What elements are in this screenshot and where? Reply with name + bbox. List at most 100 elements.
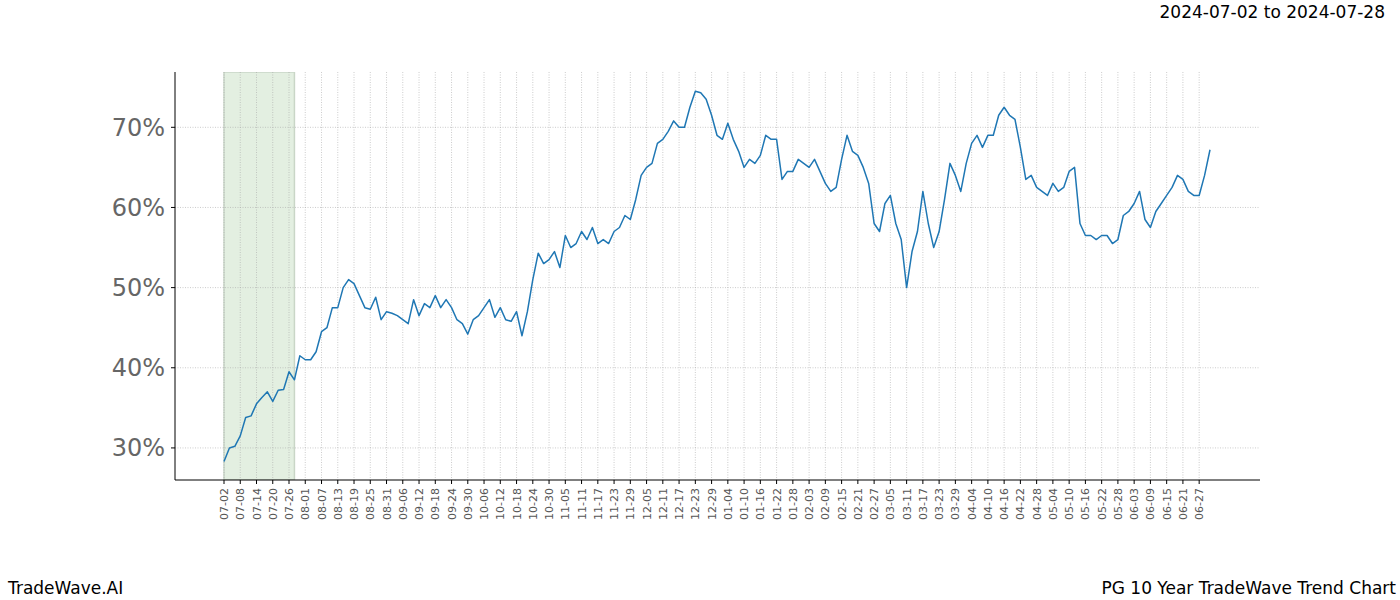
- x-tick-label: 10-30: [543, 488, 556, 520]
- x-tick: [939, 480, 940, 484]
- x-tick: [500, 480, 501, 484]
- x-tick: [1166, 480, 1167, 484]
- x-tick: [549, 480, 550, 484]
- x-tick: [354, 480, 355, 484]
- x-tick-label: 08-25: [364, 488, 377, 520]
- x-grid-line: [695, 72, 696, 480]
- x-grid-line: [1101, 72, 1102, 480]
- x-grid-line: [744, 72, 745, 480]
- x-tick-label: 08-01: [299, 488, 312, 520]
- x-tick: [467, 480, 468, 484]
- brand: TradeWave.AI: [7, 578, 123, 598]
- x-tick: [825, 480, 826, 484]
- x-grid-line: [289, 72, 290, 480]
- x-grid-line: [906, 72, 907, 480]
- x-grid-line: [971, 72, 972, 480]
- x-tick-label: 11-17: [592, 488, 605, 520]
- x-tick-label: 10-06: [478, 488, 491, 520]
- x-tick-label: 11-05: [559, 488, 572, 520]
- x-tick-label: 08-19: [348, 488, 361, 520]
- x-tick: [792, 480, 793, 484]
- x-tick: [906, 480, 907, 484]
- x-grid-line: [857, 72, 858, 480]
- y-axis: [175, 72, 176, 480]
- x-grid-line: [1166, 72, 1167, 480]
- x-grid-line: [354, 72, 355, 480]
- x-tick: [841, 480, 842, 484]
- x-tick: [679, 480, 680, 484]
- x-tick-label: 05-04: [1047, 488, 1060, 520]
- x-tick-label: 06-09: [1144, 488, 1157, 520]
- x-grid-line: [500, 72, 501, 480]
- x-tick-label: 06-21: [1177, 488, 1190, 520]
- x-grid-line: [679, 72, 680, 480]
- x-grid-line: [419, 72, 420, 480]
- x-tick: [1199, 480, 1200, 484]
- date-range: 2024-07-02 to 2024-07-28: [1160, 2, 1385, 22]
- x-tick: [760, 480, 761, 484]
- x-tick-label: 01-10: [738, 488, 751, 520]
- y-tick: [171, 207, 175, 208]
- x-grid-line: [646, 72, 647, 480]
- x-grid-line: [922, 72, 923, 480]
- x-tick: [289, 480, 290, 484]
- x-tick: [370, 480, 371, 484]
- x-tick-label: 03-11: [901, 488, 914, 520]
- x-tick: [776, 480, 777, 484]
- x-grid-line: [841, 72, 842, 480]
- x-tick: [321, 480, 322, 484]
- y-tick-label: 60%: [112, 194, 165, 222]
- y-tick-label: 70%: [112, 114, 165, 142]
- x-tick-label: 04-16: [998, 488, 1011, 520]
- x-grid-line: [760, 72, 761, 480]
- y-tick: [171, 287, 175, 288]
- x-tick: [857, 480, 858, 484]
- trend-line: [224, 91, 1210, 461]
- x-tick-label: 09-30: [462, 488, 475, 520]
- x-grid-line: [451, 72, 452, 480]
- x-tick: [971, 480, 972, 484]
- title: PG 10 Year TradeWave Trend Chart: [1101, 578, 1396, 598]
- x-grid-line: [386, 72, 387, 480]
- background: [0, 0, 1400, 600]
- x-tick-label: 11-11: [576, 488, 589, 520]
- x-tick: [1182, 480, 1183, 484]
- x-tick-label: 02-27: [868, 488, 881, 520]
- x-grid-line: [1085, 72, 1086, 480]
- x-tick-label: 02-15: [836, 488, 849, 520]
- x-tick: [484, 480, 485, 484]
- x-tick: [581, 480, 582, 484]
- x-grid-line: [240, 72, 241, 480]
- highlight-band: [224, 72, 294, 480]
- x-tick-label: 06-03: [1128, 488, 1141, 520]
- x-tick: [744, 480, 745, 484]
- x-tick-label: 09-24: [446, 488, 459, 520]
- x-tick-label: 02-03: [803, 488, 816, 520]
- x-grid-line: [256, 72, 257, 480]
- x-tick: [451, 480, 452, 484]
- y-grid-line: [175, 367, 1260, 368]
- x-grid-line: [874, 72, 875, 480]
- x-tick-label: 09-06: [397, 488, 410, 520]
- x-tick-label: 12-29: [706, 488, 719, 520]
- x-grid-line: [776, 72, 777, 480]
- x-tick-label: 10-24: [527, 488, 540, 520]
- x-grid-line: [272, 72, 273, 480]
- x-tick-label: 10-18: [511, 488, 524, 520]
- x-tick-label: 11-23: [608, 488, 621, 520]
- x-grid-line: [516, 72, 517, 480]
- x-tick-label: 08-07: [316, 488, 329, 520]
- x-tick-label: 12-05: [641, 488, 654, 520]
- x-tick: [1036, 480, 1037, 484]
- x-grid-line: [484, 72, 485, 480]
- x-tick: [1101, 480, 1102, 484]
- y-tick-label: 50%: [112, 274, 165, 302]
- x-tick: [727, 480, 728, 484]
- x-grid-line: [1199, 72, 1200, 480]
- x-tick-label: 07-14: [251, 488, 264, 520]
- x-tick: [272, 480, 273, 484]
- x-tick: [874, 480, 875, 484]
- x-tick: [890, 480, 891, 484]
- x-tick-label: 07-20: [267, 488, 280, 520]
- x-tick: [662, 480, 663, 484]
